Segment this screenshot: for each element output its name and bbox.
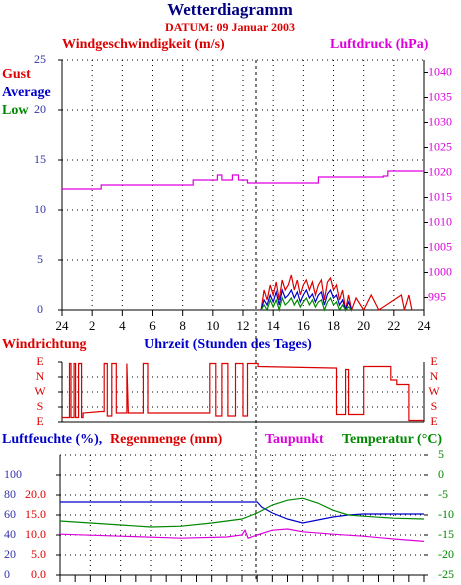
temperature-label: Temperatur (°C) bbox=[342, 432, 442, 447]
rain-label: Regenmenge (mm) bbox=[110, 432, 223, 447]
y2-tick-label: 0 bbox=[438, 467, 444, 481]
x-tick-label: 16 bbox=[297, 318, 311, 333]
data-line bbox=[62, 362, 424, 422]
rain-tick-label: 20.0 bbox=[25, 487, 46, 501]
y-tick-label: 5 bbox=[37, 252, 43, 266]
title: Wetterdiagramm bbox=[167, 0, 293, 19]
y-tick-label: 10 bbox=[34, 202, 46, 216]
y-tick-label: S bbox=[37, 399, 44, 413]
legend-entry: Average bbox=[2, 85, 51, 100]
y2-tick-label: 1015 bbox=[428, 189, 452, 203]
rain-tick-label: 5.0 bbox=[31, 547, 46, 561]
x-tick-label: 6 bbox=[149, 318, 156, 333]
y2-tick-label: 1030 bbox=[428, 114, 452, 128]
data-line bbox=[260, 287, 353, 312]
y-tick-label: 20 bbox=[4, 547, 16, 561]
y2-tick-label: E bbox=[430, 414, 437, 428]
x-tick-label: 12 bbox=[237, 318, 250, 333]
y2-tick-label: -20 bbox=[438, 547, 454, 561]
y2-tick-label: N bbox=[430, 369, 439, 383]
data-line bbox=[59, 497, 425, 528]
y-tick-label: 100 bbox=[4, 467, 22, 481]
x-tick-label: 14 bbox=[267, 318, 281, 333]
y-tick-label: 60 bbox=[4, 507, 16, 521]
y2-tick-label: 1035 bbox=[428, 89, 452, 103]
y2-tick-label: 5 bbox=[438, 447, 444, 461]
y-tick-label: E bbox=[36, 354, 43, 368]
y2-tick-label: 1025 bbox=[428, 139, 452, 153]
x-tick-label: 20 bbox=[357, 318, 370, 333]
legend-entry: Gust bbox=[2, 67, 31, 82]
dewpoint-label: Taupunkt bbox=[265, 432, 324, 447]
data-line bbox=[260, 274, 413, 313]
rain-tick-label: 15.0 bbox=[25, 507, 46, 521]
y2-tick-label: -25 bbox=[438, 567, 454, 581]
x-axis-label: Uhrzeit (Stunden des Tages) bbox=[144, 337, 312, 352]
x-tick-label: 8 bbox=[179, 318, 186, 333]
y-tick-label: 20 bbox=[34, 102, 46, 116]
rain-tick-label: 10.0 bbox=[25, 527, 46, 541]
y2-tick-label: S bbox=[431, 399, 438, 413]
x-tick-label: 18 bbox=[327, 318, 340, 333]
direction-label: Windrichtung bbox=[2, 337, 87, 352]
y2-tick-label: 1000 bbox=[428, 264, 452, 278]
pressure-label: Luftdruck (hPa) bbox=[330, 37, 429, 52]
y2-tick-label: -10 bbox=[438, 507, 454, 521]
y2-tick-label: -5 bbox=[438, 487, 448, 501]
y2-tick-label: W bbox=[428, 384, 440, 398]
y-tick-label: 25 bbox=[34, 52, 46, 66]
y2-tick-label: -15 bbox=[438, 527, 454, 541]
data-line bbox=[260, 296, 353, 313]
data-line bbox=[62, 170, 424, 190]
humidity-label: Luftfeuchte (%), bbox=[2, 432, 102, 447]
x-tick-label: 10 bbox=[206, 318, 219, 333]
legend-entry: Low bbox=[2, 103, 29, 118]
y2-tick-label: E bbox=[430, 354, 437, 368]
x-tick-label: 4 bbox=[119, 318, 126, 333]
y-tick-label: 40 bbox=[4, 527, 16, 541]
data-line bbox=[60, 501, 424, 524]
y-tick-label: E bbox=[36, 414, 43, 428]
y2-tick-label: 1005 bbox=[428, 239, 452, 253]
x-tick-label: 2 bbox=[89, 318, 96, 333]
y-tick-label: W bbox=[34, 384, 46, 398]
wind-label: Windgeschwindigkeit (m/s) bbox=[62, 37, 225, 52]
y-tick-label: 0 bbox=[4, 567, 10, 581]
x-tick-label: 22 bbox=[387, 318, 400, 333]
y2-tick-label: 995 bbox=[428, 289, 446, 303]
y-tick-label: 80 bbox=[4, 487, 16, 501]
rain-tick-label: 0.0 bbox=[31, 567, 46, 581]
y2-tick-label: 1020 bbox=[428, 164, 452, 178]
y2-tick-label: 1040 bbox=[428, 64, 452, 78]
y-tick-label: N bbox=[36, 369, 45, 383]
data-line bbox=[59, 528, 425, 542]
x-tick-label: 24 bbox=[418, 318, 432, 333]
subtitle: DATUM: 09 Januar 2003 bbox=[165, 20, 295, 34]
y-tick-label: 0 bbox=[37, 302, 43, 316]
x-tick-label: 24 bbox=[56, 318, 70, 333]
y-tick-label: 15 bbox=[34, 152, 46, 166]
y2-tick-label: 1010 bbox=[428, 214, 452, 228]
